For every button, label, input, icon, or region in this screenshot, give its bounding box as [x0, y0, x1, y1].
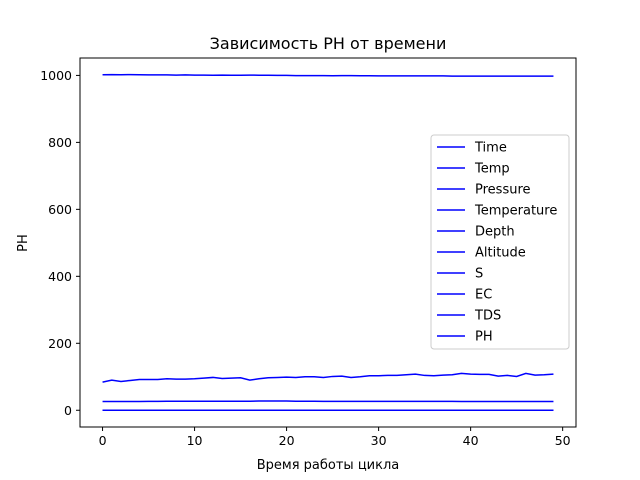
legend-entry-s: S	[437, 267, 483, 282]
legend-entry-time: Time	[437, 141, 507, 156]
legend-entry-altitude: Altitude	[437, 246, 526, 261]
series-line-tds	[102, 372, 554, 383]
legend-label: Altitude	[475, 246, 526, 261]
series-line-temp	[102, 400, 554, 403]
y-axis: 0 200 400 600 800 1000	[40, 68, 80, 418]
y-tick-label: 0	[64, 403, 72, 418]
x-axis: 0 10 20 30 40 50	[99, 427, 571, 448]
x-tick-label: 20	[279, 433, 295, 448]
legend-label: Temperature	[474, 204, 557, 219]
legend-label: EC	[475, 288, 492, 303]
legend-label: Time	[474, 141, 507, 156]
chart-title: Зависимость PH от времени	[210, 34, 447, 53]
x-axis-label: Время работы цикла	[257, 458, 400, 473]
legend-entry-temp: Temp	[437, 162, 510, 177]
legend-frame	[430, 134, 570, 350]
legend-entry-pressure: Pressure	[437, 183, 531, 198]
x-tick-label: 50	[555, 433, 571, 448]
legend-label: Depth	[475, 225, 515, 240]
x-tick-label: 30	[371, 433, 387, 448]
legend: Time Temp Pressure Temperature Depth Altitude…	[430, 134, 570, 350]
legend-label: Temp	[474, 162, 510, 177]
y-tick-label: 600	[48, 202, 72, 217]
legend-entry-tds: TDS	[437, 309, 501, 324]
y-axis-label: PH	[16, 234, 31, 252]
legend-entry-temperature: Temperature	[437, 204, 557, 219]
legend-entry-ec: EC	[437, 288, 492, 303]
legend-label: S	[475, 267, 483, 282]
x-tick-label: 0	[99, 433, 107, 448]
x-tick-label: 10	[187, 433, 203, 448]
y-tick-label: 1000	[40, 68, 72, 83]
plot-lines	[102, 73, 554, 412]
y-tick-label: 800	[48, 135, 72, 150]
legend-label: TDS	[474, 309, 501, 324]
legend-label: PH	[475, 330, 493, 345]
y-tick-label: 400	[48, 269, 72, 284]
series-line-pressure	[102, 73, 554, 77]
legend-entry-depth: Depth	[437, 225, 515, 240]
x-tick-label: 40	[463, 433, 479, 448]
y-tick-label: 200	[48, 336, 72, 351]
legend-entry-ph: PH	[437, 330, 493, 345]
plot-frame	[79, 57, 577, 428]
legend-label: Pressure	[475, 183, 531, 198]
